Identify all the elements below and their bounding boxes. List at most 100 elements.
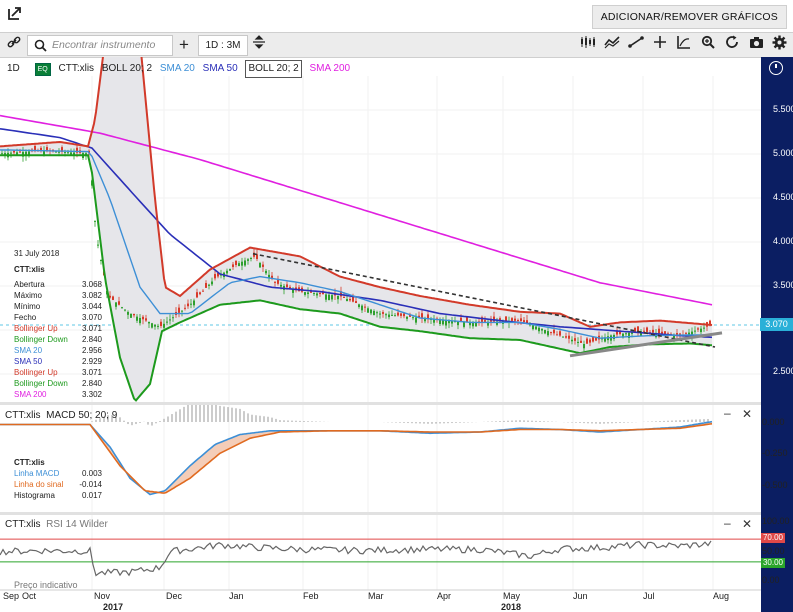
candle-body xyxy=(700,328,702,333)
price-chart[interactable] xyxy=(0,57,761,612)
macd-tooltip-row: Linha MACD 0.003 xyxy=(14,468,102,479)
candle-body xyxy=(307,292,309,295)
candle-body xyxy=(595,337,597,341)
indicators-icon[interactable] xyxy=(602,35,622,55)
candle-body xyxy=(625,333,627,335)
candle-body xyxy=(367,308,369,313)
candle-body xyxy=(229,268,231,271)
period-selector[interactable]: 1D : 3M xyxy=(198,35,248,56)
candle-body xyxy=(427,314,429,319)
search-input[interactable]: Encontrar instrumento xyxy=(52,39,156,51)
candle-body xyxy=(286,284,288,287)
candle-body xyxy=(235,260,237,266)
minimize-icon[interactable]: – xyxy=(724,516,731,530)
link-icon[interactable] xyxy=(4,35,24,55)
tooltip-value: 2.840 xyxy=(81,379,102,388)
candle-body xyxy=(448,320,450,324)
candle-body xyxy=(562,336,564,338)
legend-sma200[interactable]: SMA 200 xyxy=(309,63,351,74)
drawing-tools-icon[interactable] xyxy=(674,35,694,55)
candle-body xyxy=(637,326,639,332)
top-bar: ADICIONAR/REMOVER GRÁFICOS xyxy=(0,0,793,33)
candle-body xyxy=(463,321,465,327)
legend-sma50[interactable]: SMA 50 xyxy=(202,63,238,74)
current-price-badge: 3.070 xyxy=(760,318,793,331)
candle-body xyxy=(196,292,198,298)
compare-icon[interactable] xyxy=(250,35,268,55)
tooltip-row: SMA 20 2.956 xyxy=(14,345,102,356)
macd-line xyxy=(0,420,713,496)
candle-body xyxy=(304,292,306,295)
candle-body xyxy=(661,331,663,334)
gear-icon[interactable] xyxy=(769,35,789,55)
candle-body xyxy=(313,293,315,295)
toolbar: Encontrar instrumento + 1D : 3M xyxy=(0,33,793,58)
macd-tooltip: CTT:xlis Linha MACD 0.003 Linha do sinal -0… xyxy=(14,457,102,501)
candle-body xyxy=(388,314,390,318)
year-label: 2017 xyxy=(103,602,124,612)
trendline-icon[interactable] xyxy=(626,35,646,55)
candle-body xyxy=(409,314,411,317)
instrument-search[interactable]: Encontrar instrumento xyxy=(27,35,173,56)
refresh-icon[interactable] xyxy=(722,35,742,55)
expand-icon[interactable] xyxy=(6,6,24,24)
candle-body xyxy=(604,337,606,342)
tooltip-value: 3.071 xyxy=(81,368,102,377)
minimize-icon[interactable]: – xyxy=(724,406,731,420)
candle-body xyxy=(520,318,522,321)
candlestick-icon[interactable] xyxy=(578,35,598,55)
tooltip-row: Bollinger Up 3.071 xyxy=(14,323,102,334)
macd-title: CTT:xlis MACD 50; 20; 9 xyxy=(5,410,117,421)
candle-body xyxy=(124,309,126,311)
tooltip-row: Máximo 3.082 xyxy=(14,290,102,301)
candle-body xyxy=(67,152,69,154)
price-tick: 5.500 xyxy=(773,104,793,114)
panel-divider[interactable] xyxy=(0,402,761,405)
legend-boll[interactable]: BOLL 20; 2 xyxy=(101,63,153,74)
candle-body xyxy=(391,314,393,316)
legend-sma20[interactable]: SMA 20 xyxy=(159,63,195,74)
candle-body xyxy=(349,298,351,301)
legend-symbol[interactable]: CTT:xlis xyxy=(58,63,95,74)
candle-body xyxy=(274,281,276,283)
candle-body xyxy=(481,317,483,322)
macd-tooltip-symbol: CTT:xlis xyxy=(14,458,45,467)
close-icon[interactable]: ✕ xyxy=(742,407,753,421)
candle-body xyxy=(259,262,261,268)
rsi-level-30: 30.00 xyxy=(761,558,785,568)
crosshair-icon[interactable] xyxy=(650,35,670,55)
candle-body xyxy=(337,295,339,300)
candle-body xyxy=(145,318,147,321)
candle-body xyxy=(445,320,447,326)
month-label: May xyxy=(503,591,521,601)
price-tick: 5.000 xyxy=(773,148,793,158)
candle-body xyxy=(688,332,690,335)
add-icon[interactable]: + xyxy=(179,35,189,54)
candle-body xyxy=(319,293,321,295)
candle-body xyxy=(184,307,186,309)
tooltip-label: Bollinger Up xyxy=(14,324,58,333)
tooltip-row: Bollinger Up 3.071 xyxy=(14,367,102,378)
candle-body xyxy=(277,278,279,284)
close-icon[interactable]: ✕ xyxy=(742,517,753,531)
year-label: 2018 xyxy=(501,602,522,612)
candle-body xyxy=(664,331,666,334)
candle-body xyxy=(640,331,642,336)
candle-body xyxy=(190,303,192,305)
sma200-line xyxy=(0,114,713,306)
tooltip-label: Bollinger Down xyxy=(14,335,68,344)
candle-body xyxy=(376,312,378,314)
candle-body xyxy=(583,344,585,349)
camera-icon[interactable] xyxy=(746,35,766,55)
candle-body xyxy=(514,318,516,321)
tooltip-label: SMA 200 xyxy=(14,390,47,399)
legend-boll-selected[interactable]: BOLL 20; 2 xyxy=(245,60,302,78)
candle-body xyxy=(571,339,573,342)
candle-body xyxy=(544,329,546,334)
zoom-icon[interactable] xyxy=(698,35,718,55)
add-remove-charts-button[interactable]: ADICIONAR/REMOVER GRÁFICOS xyxy=(591,5,787,29)
candle-body xyxy=(61,147,63,152)
candle-body xyxy=(550,332,552,334)
panel-divider[interactable] xyxy=(0,512,761,515)
clock-icon[interactable] xyxy=(769,61,783,75)
